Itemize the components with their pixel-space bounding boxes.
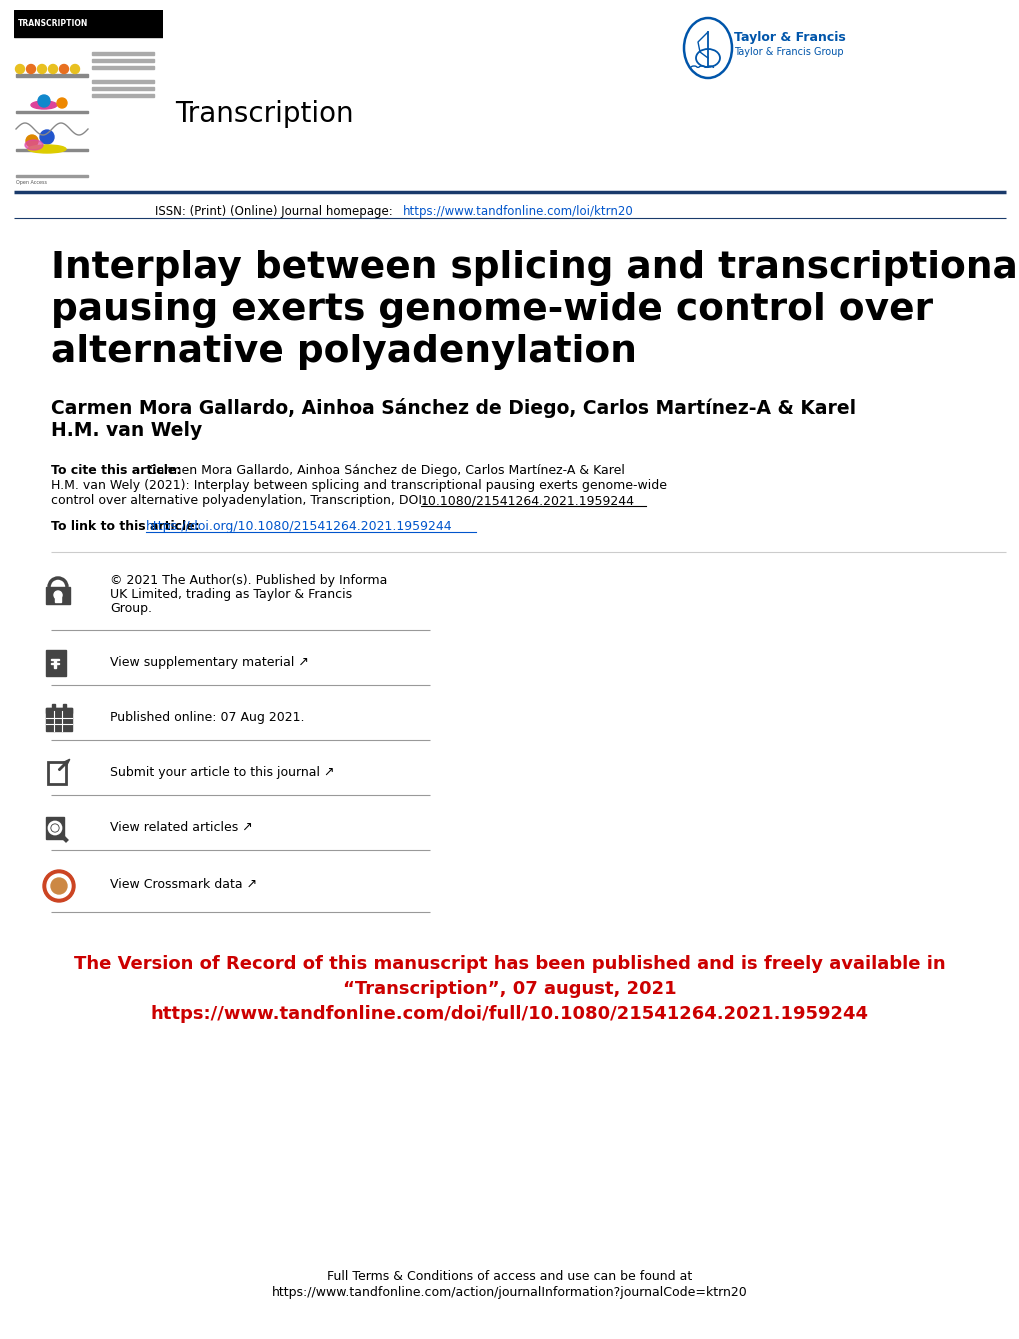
Text: control over alternative polyadenylation, Transcription, DOI:: control over alternative polyadenylation… bbox=[51, 494, 430, 507]
Bar bbox=[51, 663, 59, 664]
Text: alternative polyadenylation: alternative polyadenylation bbox=[51, 333, 636, 370]
Text: 10.1080/21541264.2021.1959244: 10.1080/21541264.2021.1959244 bbox=[421, 494, 635, 507]
Circle shape bbox=[25, 135, 38, 147]
Bar bbox=[46, 649, 66, 676]
Circle shape bbox=[15, 64, 24, 74]
Bar bbox=[14, 9, 163, 37]
Text: View Crossmark data ↗: View Crossmark data ↗ bbox=[110, 878, 257, 890]
Text: https://doi.org/10.1080/21541264.2021.1959244: https://doi.org/10.1080/21541264.2021.19… bbox=[146, 520, 452, 533]
Circle shape bbox=[52, 825, 58, 832]
Text: View supplementary material ↗: View supplementary material ↗ bbox=[110, 656, 309, 670]
Text: Carmen Mora Gallardo, Ainhoa Sánchez de Diego, Carlos Martínez-A & Karel: Carmen Mora Gallardo, Ainhoa Sánchez de … bbox=[51, 398, 855, 418]
Bar bbox=[46, 708, 72, 712]
Ellipse shape bbox=[25, 141, 43, 150]
Bar bbox=[16, 74, 88, 78]
Text: View related articles ↗: View related articles ↗ bbox=[110, 821, 253, 834]
Circle shape bbox=[49, 64, 57, 74]
Text: To link to this article:: To link to this article: bbox=[51, 520, 204, 533]
Circle shape bbox=[54, 590, 62, 599]
Ellipse shape bbox=[28, 145, 66, 153]
Circle shape bbox=[43, 870, 75, 902]
Bar bbox=[52, 704, 55, 708]
Bar bbox=[16, 111, 88, 112]
Bar bbox=[92, 59, 154, 62]
Bar bbox=[16, 175, 88, 177]
Ellipse shape bbox=[31, 100, 57, 108]
Text: H.M. van Wely (2021): Interplay between splicing and transcriptional pausing exe: H.M. van Wely (2021): Interplay between … bbox=[51, 479, 666, 491]
Text: Group.: Group. bbox=[110, 603, 152, 615]
Text: Interplay between splicing and transcriptional: Interplay between splicing and transcrip… bbox=[51, 250, 1019, 287]
Circle shape bbox=[40, 130, 54, 145]
Bar bbox=[92, 87, 154, 90]
Text: Submit your article to this journal ↗: Submit your article to this journal ↗ bbox=[110, 766, 334, 779]
Bar bbox=[48, 762, 66, 785]
Bar bbox=[16, 149, 88, 151]
Text: Full Terms & Conditions of access and use can be found at: Full Terms & Conditions of access and us… bbox=[327, 1269, 692, 1283]
Text: TRANSCRIPTION: TRANSCRIPTION bbox=[18, 20, 89, 28]
Text: “Transcription”, 07 august, 2021: “Transcription”, 07 august, 2021 bbox=[342, 980, 677, 998]
Circle shape bbox=[51, 878, 67, 894]
Bar bbox=[63, 704, 66, 708]
Bar bbox=[46, 586, 70, 604]
Circle shape bbox=[26, 64, 36, 74]
Circle shape bbox=[47, 874, 71, 898]
Text: Transcription: Transcription bbox=[175, 100, 354, 129]
Text: Taylor & Francis: Taylor & Francis bbox=[734, 32, 845, 44]
Bar bbox=[92, 80, 154, 83]
Circle shape bbox=[57, 98, 67, 108]
Bar bbox=[55, 595, 61, 603]
Text: https://www.tandfonline.com/action/journalInformation?journalCode=ktrn20: https://www.tandfonline.com/action/journ… bbox=[272, 1285, 747, 1299]
Text: https://www.tandfonline.com/doi/full/10.1080/21541264.2021.1959244: https://www.tandfonline.com/doi/full/10.… bbox=[151, 1006, 868, 1023]
Text: To cite this article:: To cite this article: bbox=[51, 465, 185, 477]
Bar bbox=[54, 660, 56, 668]
Text: © 2021 The Author(s). Published by Informa: © 2021 The Author(s). Published by Infor… bbox=[110, 574, 387, 586]
Bar bbox=[92, 94, 154, 96]
Text: UK Limited, trading as Taylor & Francis: UK Limited, trading as Taylor & Francis bbox=[110, 588, 352, 601]
Bar bbox=[46, 817, 64, 840]
Bar bbox=[51, 659, 59, 660]
Text: The Version of Record of this manuscript has been published and is freely availa: The Version of Record of this manuscript… bbox=[74, 955, 945, 973]
Text: Carmen Mora Gallardo, Ainhoa Sánchez de Diego, Carlos Martínez-A & Karel: Carmen Mora Gallardo, Ainhoa Sánchez de … bbox=[148, 465, 625, 477]
FancyArrow shape bbox=[58, 759, 69, 770]
Text: Published online: 07 Aug 2021.: Published online: 07 Aug 2021. bbox=[110, 711, 305, 724]
Circle shape bbox=[38, 64, 47, 74]
Text: H.M. van Wely: H.M. van Wely bbox=[51, 420, 202, 441]
Text: https://www.tandfonline.com/loi/ktrn20: https://www.tandfonline.com/loi/ktrn20 bbox=[403, 205, 633, 218]
Text: Open Access: Open Access bbox=[16, 179, 47, 185]
Bar bbox=[46, 708, 72, 731]
Bar bbox=[92, 52, 154, 55]
Text: ISSN: (Print) (Online) Journal homepage:: ISSN: (Print) (Online) Journal homepage: bbox=[155, 205, 396, 218]
Bar bbox=[92, 66, 154, 70]
Circle shape bbox=[38, 95, 50, 107]
Text: Taylor & Francis Group: Taylor & Francis Group bbox=[734, 47, 843, 58]
Circle shape bbox=[59, 64, 68, 74]
Text: pausing exerts genome-wide control over: pausing exerts genome-wide control over bbox=[51, 292, 932, 328]
Circle shape bbox=[70, 64, 79, 74]
